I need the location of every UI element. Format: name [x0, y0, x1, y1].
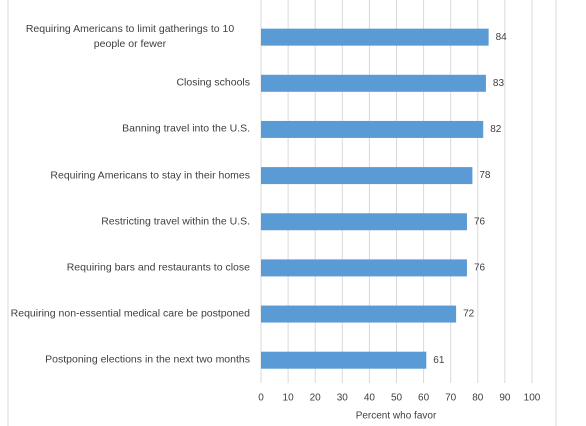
y-tick-label: Restricting travel within the U.S. [101, 215, 250, 228]
bar [261, 305, 457, 323]
value-label: 72 [463, 309, 475, 320]
x-tick-label: 70 [445, 393, 457, 404]
y-tick-label: Banning travel into the U.S. [122, 122, 250, 135]
x-tick-label: 40 [364, 393, 376, 404]
value-label: 83 [493, 78, 505, 89]
bar [261, 28, 489, 46]
x-tick-label: 60 [418, 393, 430, 404]
y-tick-label: Requiring non-essential medical care be … [10, 307, 250, 320]
value-label: 82 [490, 124, 502, 135]
x-tick-label: 90 [499, 393, 511, 404]
y-tick-label: Requiring bars and restaurants to close [66, 261, 250, 274]
x-tick-label: 100 [524, 393, 541, 404]
bar [261, 213, 467, 231]
x-axis-title: Percent who favor [356, 411, 437, 422]
bar [261, 167, 473, 185]
y-tick-label: Requiring Americans to stay in their hom… [50, 169, 250, 182]
value-label: 84 [496, 32, 508, 43]
value-label: 61 [433, 355, 445, 366]
y-tick-label: Requiring Americans to limit gatherings … [25, 23, 235, 51]
x-tick-label: 30 [337, 393, 349, 404]
value-label: 78 [479, 170, 491, 181]
x-tick-label: 10 [283, 393, 295, 404]
value-label: 76 [474, 216, 486, 227]
y-tick-label: Closing schools [176, 76, 250, 89]
bar [261, 120, 484, 138]
bar [261, 351, 427, 369]
value-label: 76 [474, 263, 486, 274]
x-tick-label: 80 [472, 393, 484, 404]
y-tick-label: Postponing elections in the next two mon… [45, 353, 250, 366]
bar [261, 74, 486, 92]
x-tick-label: 20 [310, 393, 322, 404]
x-tick-label: 50 [391, 393, 403, 404]
x-tick-label: 0 [258, 393, 264, 404]
bar [261, 259, 467, 277]
